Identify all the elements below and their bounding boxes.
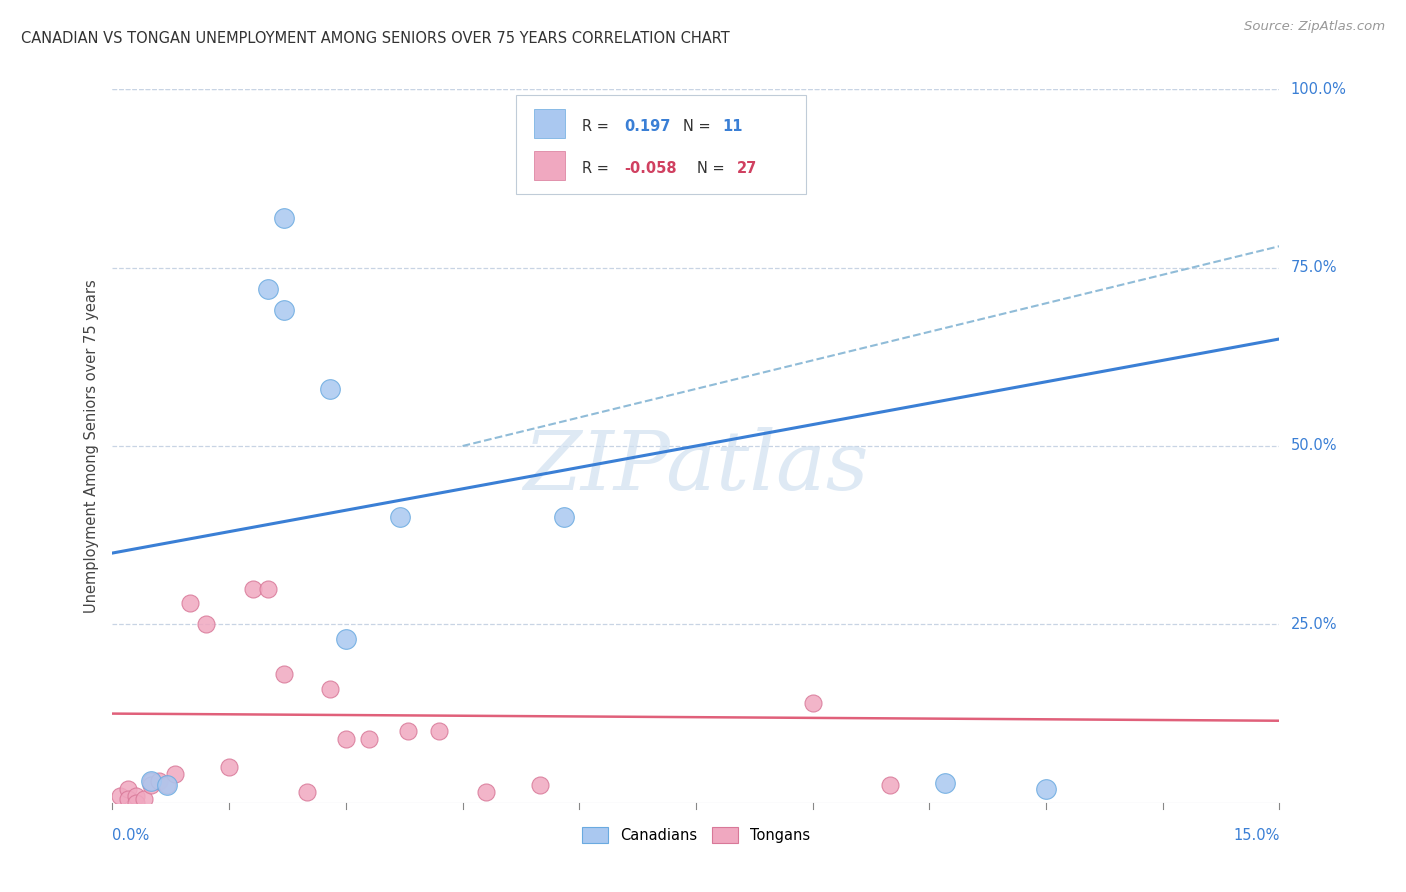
Point	[801, 696, 824, 710]
Text: 100.0%: 100.0%	[1291, 82, 1347, 96]
Point	[273, 667, 295, 681]
Text: -0.058: -0.058	[624, 161, 676, 176]
Point	[335, 731, 357, 746]
Point	[1035, 781, 1057, 796]
Text: 50.0%: 50.0%	[1291, 439, 1337, 453]
Point	[117, 781, 139, 796]
Text: 15.0%: 15.0%	[1233, 828, 1279, 843]
Point	[218, 760, 240, 774]
Point	[179, 596, 201, 610]
Point	[553, 510, 575, 524]
Point	[396, 724, 419, 739]
Point	[427, 724, 450, 739]
Text: Source: ZipAtlas.com: Source: ZipAtlas.com	[1244, 20, 1385, 33]
Text: 27: 27	[737, 161, 756, 176]
Point	[335, 632, 357, 646]
Text: N =: N =	[697, 161, 725, 176]
Point	[319, 681, 342, 696]
Point	[273, 211, 295, 225]
Point	[389, 510, 412, 524]
Point	[879, 778, 901, 792]
Y-axis label: Unemployment Among Seniors over 75 years: Unemployment Among Seniors over 75 years	[83, 279, 98, 613]
Text: N =: N =	[683, 119, 711, 134]
Point	[295, 785, 318, 799]
Point	[125, 796, 148, 810]
Point	[194, 617, 217, 632]
Point	[359, 731, 381, 746]
Legend: Canadians, Tongans: Canadians, Tongans	[576, 822, 815, 849]
Point	[148, 774, 170, 789]
Text: CANADIAN VS TONGAN UNEMPLOYMENT AMONG SENIORS OVER 75 YEARS CORRELATION CHART: CANADIAN VS TONGAN UNEMPLOYMENT AMONG SE…	[21, 31, 730, 46]
Text: R =: R =	[582, 119, 609, 134]
Point	[163, 767, 186, 781]
Point	[257, 282, 280, 296]
Point	[273, 303, 295, 318]
Text: ZIPatlas: ZIPatlas	[523, 427, 869, 508]
Point	[132, 792, 155, 806]
Point	[156, 778, 179, 792]
Point	[934, 776, 956, 790]
Text: 0.197: 0.197	[624, 119, 671, 134]
Point	[319, 382, 342, 396]
Point	[141, 774, 163, 789]
Point	[475, 785, 498, 799]
Point	[117, 792, 139, 806]
Point	[529, 778, 551, 792]
Text: R =: R =	[582, 161, 609, 176]
Point	[141, 774, 163, 789]
Text: 25.0%: 25.0%	[1291, 617, 1337, 632]
Text: 0.0%: 0.0%	[112, 828, 149, 843]
Point	[141, 778, 163, 792]
Point	[242, 582, 264, 596]
Point	[257, 582, 280, 596]
Text: 11: 11	[723, 119, 744, 134]
Point	[110, 789, 132, 803]
Point	[156, 778, 179, 792]
Text: 75.0%: 75.0%	[1291, 260, 1337, 275]
Point	[125, 789, 148, 803]
